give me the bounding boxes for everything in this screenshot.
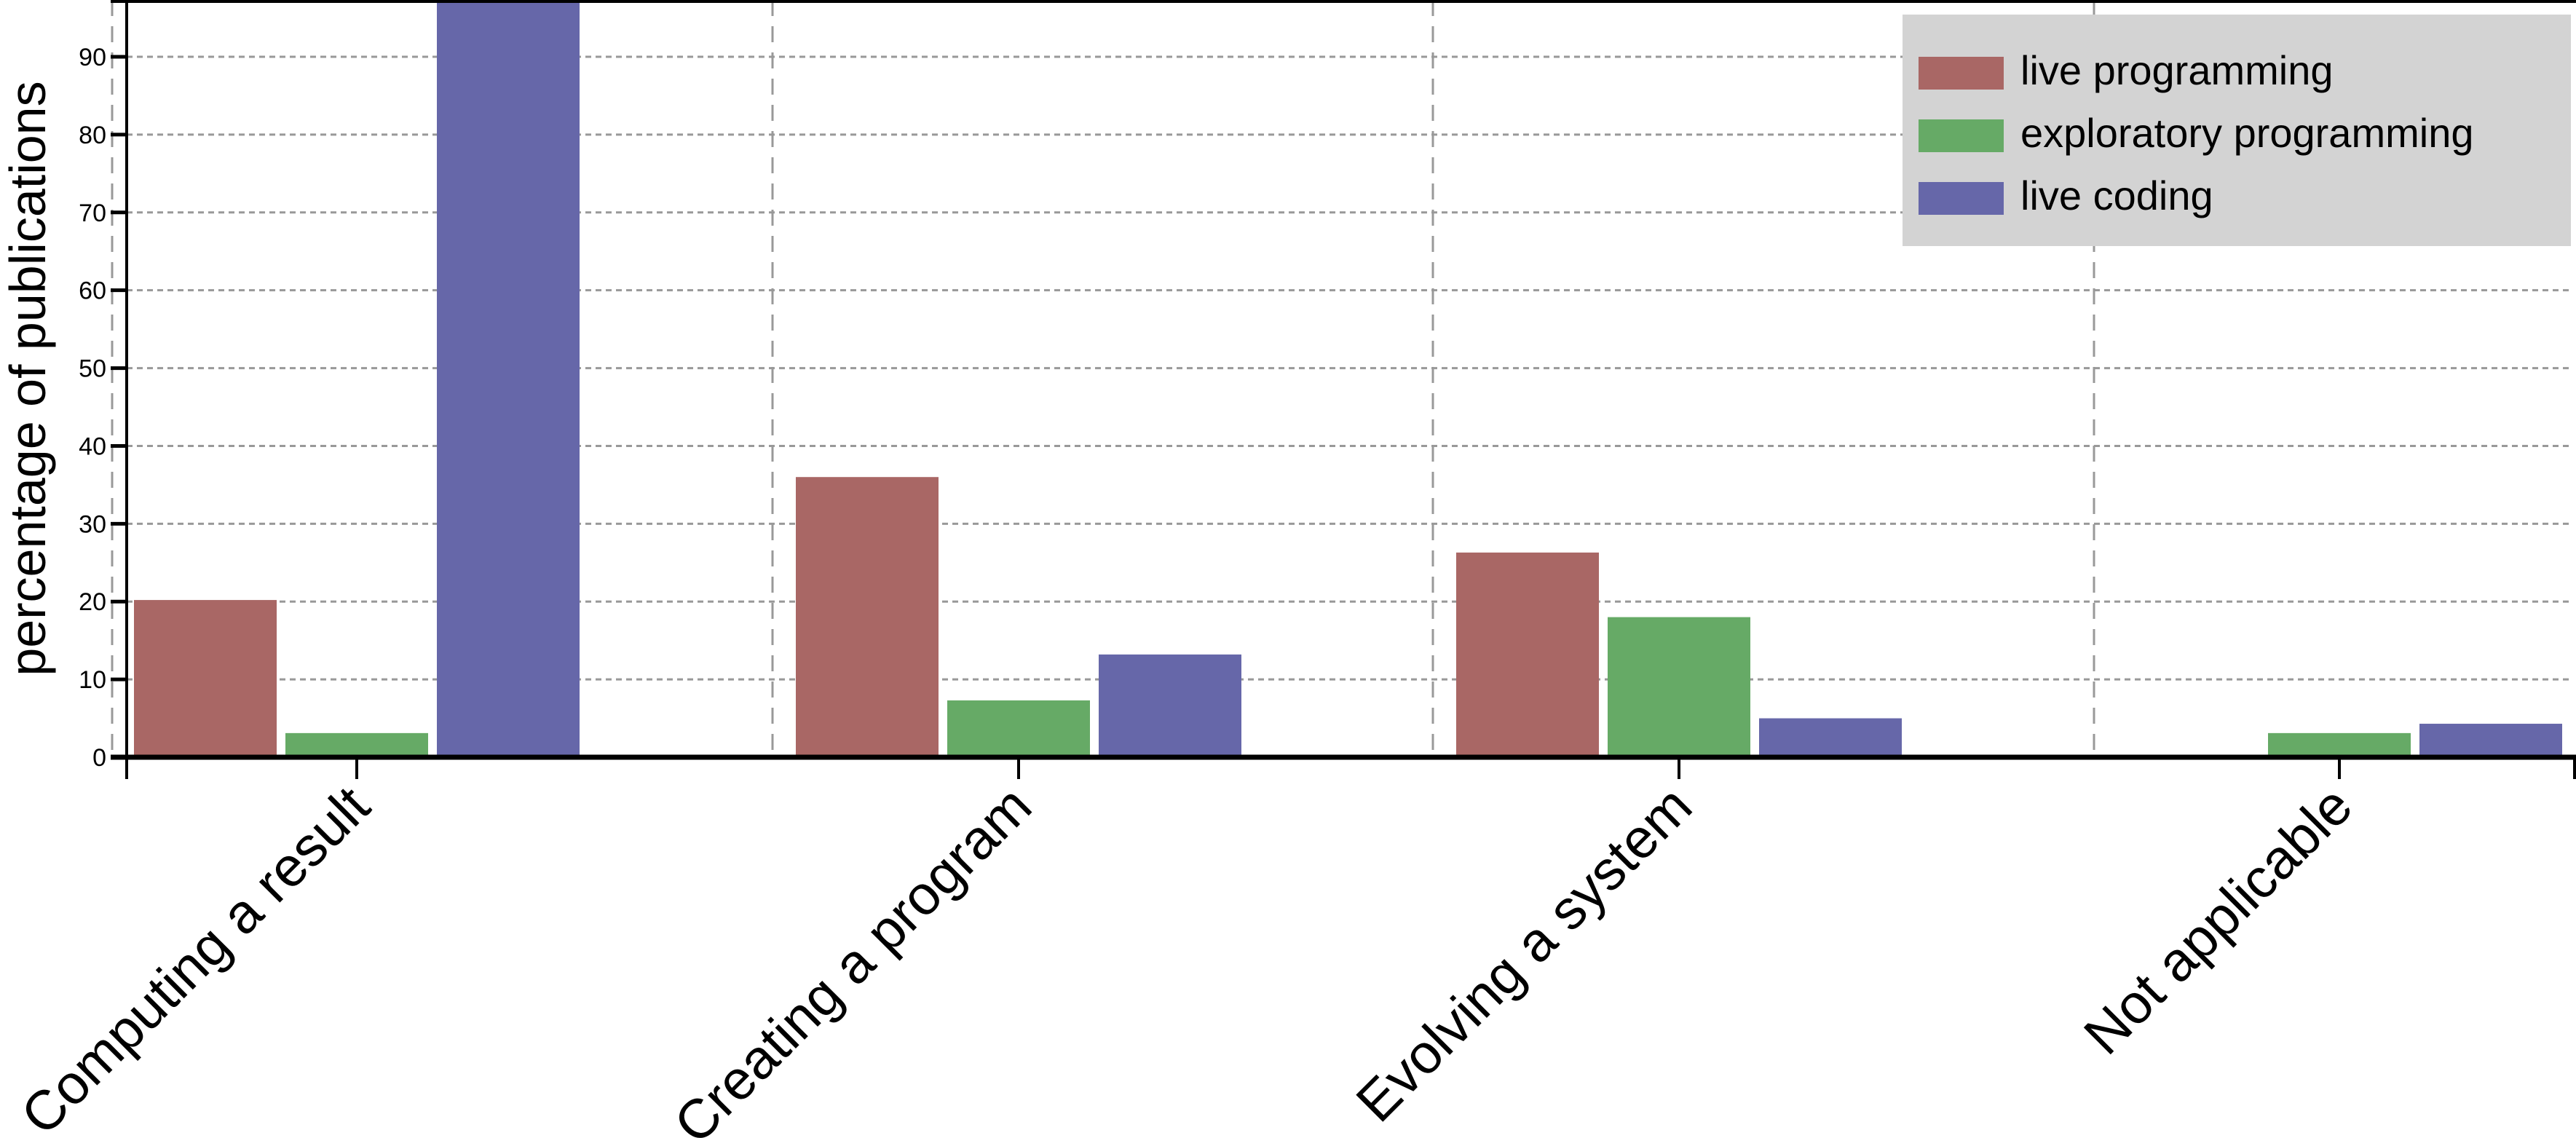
bar-live-programming bbox=[134, 600, 277, 757]
bar-live-programming bbox=[796, 477, 939, 757]
legend-swatch bbox=[1919, 119, 2004, 152]
bar-exploratory-programming bbox=[947, 700, 1090, 757]
legend-label: live programming bbox=[2020, 47, 2334, 93]
y-tick-label: 10 bbox=[79, 666, 106, 694]
legend-box bbox=[1903, 15, 2571, 246]
y-tick-label: 80 bbox=[79, 122, 106, 149]
bar-live-coding bbox=[1099, 654, 1241, 757]
bar-live-programming bbox=[1456, 552, 1599, 757]
bar-exploratory-programming bbox=[2268, 732, 2411, 757]
y-tick-label: 30 bbox=[79, 510, 106, 538]
legend-label: live coding bbox=[2020, 173, 2213, 218]
x-tick-label: Evolving a system bbox=[1345, 775, 1704, 1134]
bar-live-coding bbox=[1759, 718, 1902, 757]
bar-exploratory-programming bbox=[285, 732, 428, 757]
bar-exploratory-programming bbox=[1608, 617, 1750, 757]
y-tick-label: 60 bbox=[79, 277, 106, 305]
bar-live-coding bbox=[2419, 724, 2562, 757]
grid bbox=[111, 0, 2571, 757]
bar-live-coding bbox=[437, 0, 580, 757]
legend: live programming exploratory programming l… bbox=[1903, 15, 2571, 246]
y-tick-label: 40 bbox=[79, 432, 106, 460]
y-tick-label: 50 bbox=[79, 355, 106, 383]
y-tick-label: 20 bbox=[79, 588, 106, 616]
y-axis-label: percentage of publications bbox=[0, 81, 56, 676]
x-tick-label: Creating a program bbox=[663, 775, 1043, 1138]
x-tick-label: Computing a result bbox=[9, 775, 382, 1138]
x-tick-label: Not applicable bbox=[2072, 775, 2364, 1067]
bars bbox=[134, 0, 2562, 757]
y-tick-label: 70 bbox=[79, 199, 106, 227]
y-tick-label: 90 bbox=[79, 44, 106, 71]
y-tick-label: 0 bbox=[92, 744, 106, 772]
legend-label: exploratory programming bbox=[2020, 110, 2473, 156]
legend-swatch bbox=[1919, 57, 2004, 90]
legend-swatch bbox=[1919, 182, 2004, 215]
